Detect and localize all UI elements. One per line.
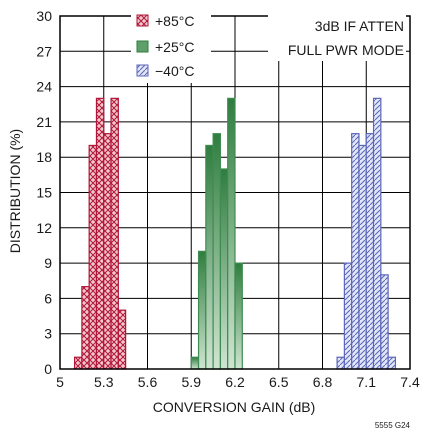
x-axis-title: CONVERSION GAIN (dB) xyxy=(153,399,316,415)
legend-swatch-minus40c xyxy=(136,64,149,77)
bar-series-1-bin-4 xyxy=(219,168,229,370)
bar-series-0-bin-0 xyxy=(73,356,83,370)
bar-series-2-bin-0 xyxy=(336,356,345,370)
legend-swatch-85c xyxy=(136,14,149,27)
figure-id: 5555 G24 xyxy=(375,421,411,430)
bar-series-1-bin-1 xyxy=(197,250,207,370)
bar-series-1-bin-2 xyxy=(205,144,214,370)
annotation-if-atten: 3dB IF ATTEN xyxy=(315,18,404,34)
bar-series-1-bin-6 xyxy=(234,262,243,370)
bar-series-1-bin-3 xyxy=(212,133,222,370)
bar-series-0-bin-4 xyxy=(103,133,112,370)
x-tick-label: 5.9 xyxy=(182,374,202,390)
x-tick-label: 5.6 xyxy=(138,374,158,390)
y-tick-label: 30 xyxy=(36,8,52,24)
tick-labels: 5 5.3 5.6 5.9 6.2 6.5 6.8 7.1 7.4 0 3 6 9 12 15 18 21 24 2… xyxy=(36,8,420,390)
legend-label-25c: +25°C xyxy=(155,39,194,55)
bar-series-0-bin-5 xyxy=(110,97,119,370)
y-tick-label: 21 xyxy=(36,114,52,130)
bar-series-2-bin-1 xyxy=(343,262,353,370)
bar-series-2-bin-7 xyxy=(387,356,397,370)
bar-series-1-bin-5 xyxy=(227,97,236,370)
annotation-pwr-mode: FULL PWR MODE xyxy=(288,42,404,58)
x-tick-label: 6.5 xyxy=(269,374,289,390)
y-tick-label: 0 xyxy=(44,361,52,377)
bar-series-2-bin-6 xyxy=(380,274,389,370)
x-tick-label: 6.8 xyxy=(313,374,333,390)
annotation: 3dB IF ATTEN FULL PWR MODE xyxy=(268,15,406,61)
y-tick-label: 3 xyxy=(44,326,52,342)
x-tick-label: 6.2 xyxy=(225,374,245,390)
bar-series-2-bin-5 xyxy=(372,97,382,370)
plot-frame xyxy=(59,15,411,370)
bar-series-2-bin-2 xyxy=(351,133,360,370)
y-tick-label: 6 xyxy=(44,290,52,306)
legend: +85°C +25°C −40°C xyxy=(131,6,211,83)
y-axis-title: DISTRIBUTION (%) xyxy=(7,129,23,253)
bar-series-0-bin-2 xyxy=(88,144,98,370)
bar-series-2-bin-3 xyxy=(358,144,367,370)
x-tick-label: 7.4 xyxy=(400,374,420,390)
plot-border xyxy=(59,15,411,370)
y-tick-label: 9 xyxy=(44,255,52,271)
legend-swatch-25c xyxy=(136,40,149,53)
bar-series-1-bin-0 xyxy=(190,356,200,370)
y-tick-label: 12 xyxy=(36,220,52,236)
legend-label-85c: +85°C xyxy=(155,13,194,29)
legend-label-minus40c: −40°C xyxy=(155,63,194,79)
x-tick-label: 5.3 xyxy=(94,374,114,390)
bar-series-0-bin-6 xyxy=(117,309,127,370)
histogram-bars xyxy=(73,97,397,370)
y-tick-label: 27 xyxy=(36,43,52,59)
bar-series-2-bin-4 xyxy=(365,133,375,370)
x-tick-label: 5 xyxy=(56,374,64,390)
bar-series-0-bin-1 xyxy=(81,286,90,370)
y-tick-label: 15 xyxy=(36,185,52,201)
bar-series-0-bin-3 xyxy=(95,97,105,370)
x-tick-label: 7.1 xyxy=(357,374,377,390)
y-tick-label: 24 xyxy=(36,79,52,95)
y-tick-label: 18 xyxy=(36,149,52,165)
